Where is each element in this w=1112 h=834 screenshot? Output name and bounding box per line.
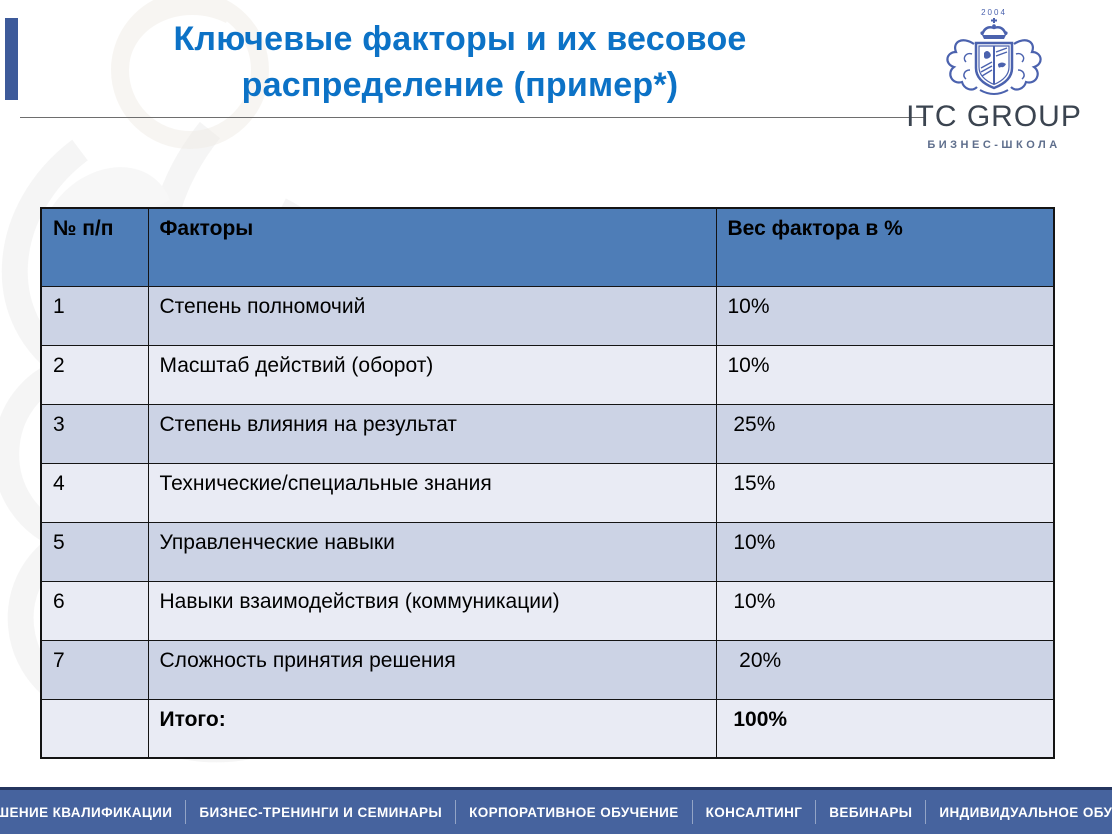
total-number xyxy=(40,698,149,759)
total-weight: 100% xyxy=(715,698,1055,759)
footer-item-individual: ИНДИВИДУАЛЬНОЕ ОБУЧЕНИЕ xyxy=(939,804,1112,820)
table-row: 7 Сложность принятия решения 20% xyxy=(40,639,1055,700)
heraldic-crest-icon: 2004 xyxy=(946,8,1042,95)
header-factor: Факторы xyxy=(147,207,717,287)
footer-divider xyxy=(815,800,817,824)
total-label: Итого: xyxy=(147,698,717,759)
row-factor: Масштаб действий (оборот) xyxy=(147,344,717,405)
table-row: 1 Степень полномочий 10% xyxy=(40,285,1055,346)
row-weight: 20% xyxy=(715,639,1055,700)
logo-name: ITC GROUP xyxy=(906,100,1082,133)
table-total-row: Итого: 100% xyxy=(40,698,1055,759)
row-weight: 15% xyxy=(715,462,1055,523)
row-weight: 10% xyxy=(715,344,1055,405)
table-row: 5 Управленческие навыки 10% xyxy=(40,521,1055,582)
page-title-line-2: распределение (пример*) xyxy=(241,66,679,104)
row-number: 3 xyxy=(40,403,149,464)
factors-table: № п/п Факторы Вес фактора в % 1 Степень … xyxy=(40,207,1055,759)
table-row: 2 Масштаб действий (оборот) 10% xyxy=(40,344,1055,405)
table-row: 6 Навыки взаимодействия (коммуникации) 1… xyxy=(40,580,1055,641)
row-factor: Степень влияния на результат xyxy=(147,403,717,464)
footer-item-webinars: ВЕБИНАРЫ xyxy=(829,804,913,820)
row-factor: Управленческие навыки xyxy=(147,521,717,582)
header-weight: Вес фактора в % xyxy=(715,207,1055,287)
row-weight: 25% xyxy=(715,403,1055,464)
row-number: 7 xyxy=(40,639,149,700)
row-number: 2 xyxy=(40,344,149,405)
row-number: 1 xyxy=(40,285,149,346)
footer-item-qualification: ПОВЫШЕНИЕ КВАЛИФИКАЦИИ xyxy=(0,804,173,820)
footer-divider xyxy=(925,800,927,824)
logo-subtitle: БИЗНЕС-ШКОЛА xyxy=(927,139,1061,151)
footer-item-corporate: КОРПОРАТИВНОЕ ОБУЧЕНИЕ xyxy=(469,804,679,820)
footer-divider xyxy=(185,800,187,824)
footer-item-consulting: КОНСАЛТИНГ xyxy=(705,804,803,820)
row-factor: Навыки взаимодействия (коммуникации) xyxy=(147,580,717,641)
row-factor: Технические/специальные знания xyxy=(147,462,717,523)
table-header-row: № п/п Факторы Вес фактора в % xyxy=(40,207,1055,287)
row-weight: 10% xyxy=(715,521,1055,582)
header-number: № п/п xyxy=(40,207,149,287)
page-title: Ключевые факторы и их весовое распределе… xyxy=(60,16,860,108)
table-row: 3 Степень влияния на результат 25% xyxy=(40,403,1055,464)
page-title-line-1: Ключевые факторы и их весовое xyxy=(173,20,747,58)
row-factor: Степень полномочий xyxy=(147,285,717,346)
svg-text:2004: 2004 xyxy=(981,8,1007,17)
row-factor: Сложность принятия решения xyxy=(147,639,717,700)
row-weight: 10% xyxy=(715,580,1055,641)
row-number: 6 xyxy=(40,580,149,641)
title-accent-bar xyxy=(5,18,18,100)
footer-divider xyxy=(455,800,457,824)
footer-divider xyxy=(691,800,693,824)
footer-item-trainings: БИЗНЕС-ТРЕНИНГИ И СЕМИНАРЫ xyxy=(199,804,443,820)
title-divider-line xyxy=(20,117,925,118)
table-row: 4 Технические/специальные знания 15% xyxy=(40,462,1055,523)
row-weight: 10% xyxy=(715,285,1055,346)
itc-group-logo: 2004 xyxy=(888,6,1100,151)
row-number: 4 xyxy=(40,462,149,523)
row-number: 5 xyxy=(40,521,149,582)
footer-nav-bar: ПОВЫШЕНИЕ КВАЛИФИКАЦИИ БИЗНЕС-ТРЕНИНГИ И… xyxy=(0,787,1112,834)
